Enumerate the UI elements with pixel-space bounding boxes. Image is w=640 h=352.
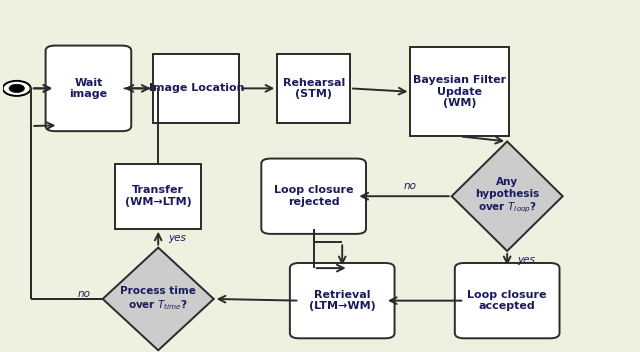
Text: no: no [77, 289, 90, 299]
Text: no: no [404, 181, 417, 191]
FancyBboxPatch shape [45, 45, 131, 131]
Text: Retrieval
(LTM→WM): Retrieval (LTM→WM) [309, 290, 376, 312]
Bar [115, 164, 201, 229]
Text: Process time
over $T_{time}$?: Process time over $T_{time}$? [120, 286, 196, 312]
FancyBboxPatch shape [290, 263, 394, 338]
Text: Bayesian Filter
Update
(WM): Bayesian Filter Update (WM) [413, 75, 506, 108]
Text: yes: yes [517, 254, 535, 265]
Text: Loop closure
accepted: Loop closure accepted [467, 290, 547, 312]
Text: Transfer
(WM→LTM): Transfer (WM→LTM) [125, 186, 191, 207]
Text: Wait
image: Wait image [69, 77, 108, 99]
Circle shape [9, 84, 24, 93]
Text: Image Location: Image Location [148, 83, 244, 93]
Text: yes: yes [168, 233, 186, 243]
Bar [154, 54, 239, 122]
Text: Rehearsal
(STM): Rehearsal (STM) [282, 77, 345, 99]
Text: Loop closure
rejected: Loop closure rejected [274, 186, 353, 207]
Circle shape [3, 81, 31, 96]
Bar [410, 47, 509, 136]
Polygon shape [102, 247, 214, 350]
FancyBboxPatch shape [261, 158, 366, 234]
Polygon shape [452, 142, 563, 251]
Bar [277, 54, 350, 122]
Text: Any
hypothesis
over $T_{loop}$?: Any hypothesis over $T_{loop}$? [475, 177, 540, 215]
FancyBboxPatch shape [455, 263, 559, 338]
